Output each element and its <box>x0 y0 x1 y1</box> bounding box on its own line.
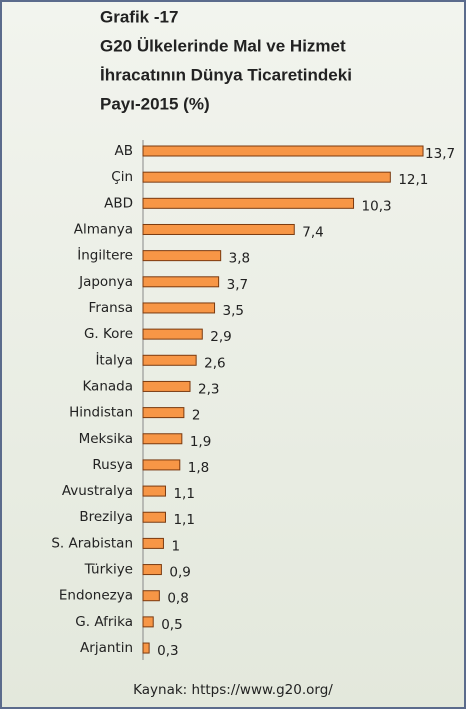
value-label: 1,9 <box>190 434 211 450</box>
category-label: AB <box>115 143 134 159</box>
bar <box>142 276 220 288</box>
category-label: Japonya <box>78 274 133 290</box>
chart-title: Payı-2015 (%) <box>100 94 210 113</box>
source: Kaynak: https://www.g20.org/ <box>133 682 333 698</box>
category-label: Arjantin <box>80 640 133 656</box>
bar <box>142 328 203 340</box>
value-label: 1 <box>171 538 180 554</box>
bar <box>142 302 216 314</box>
category-label: S. Arabistan <box>51 535 133 551</box>
value-label: 7,4 <box>302 224 323 240</box>
bar <box>142 171 391 183</box>
chart-title: Grafik -17 <box>100 7 178 26</box>
value-label: 0,3 <box>157 643 178 659</box>
value-label: 12,1 <box>398 172 428 188</box>
chart-title: G20 Ülkelerinde Mal ve Hizmet <box>100 36 346 55</box>
bar <box>142 250 222 262</box>
category-label: İtalya <box>95 350 133 368</box>
category-label: G. Kore <box>84 326 133 342</box>
value-label: 3,7 <box>227 277 248 293</box>
value-label: 0,5 <box>161 617 182 633</box>
value-label: 1,1 <box>173 486 194 502</box>
value-label: 2 <box>192 408 201 424</box>
value-label: 2,3 <box>198 381 219 397</box>
category-label: İngiltere <box>77 246 133 264</box>
bar <box>142 616 154 628</box>
bar <box>142 354 197 366</box>
value-label: 10,3 <box>362 198 392 214</box>
chart-title: İhracatının Dünya Ticaretindeki <box>100 65 352 84</box>
bar <box>142 197 355 209</box>
category-label: Fransa <box>89 300 133 316</box>
value-label: 13,7 <box>425 146 455 162</box>
value-label: 1,1 <box>173 512 194 528</box>
category-label: Brezilya <box>79 509 133 525</box>
value-label: 0,9 <box>169 565 190 581</box>
bar <box>142 564 162 576</box>
bar <box>142 145 424 157</box>
category-label: G. Afrika <box>75 614 133 630</box>
bar <box>142 590 160 602</box>
value-label: 2,6 <box>204 355 225 371</box>
category-label: Almanya <box>74 221 133 237</box>
value-label: 1,8 <box>188 460 209 476</box>
category-label: Meksika <box>79 431 133 447</box>
value-label: 3,8 <box>229 251 250 267</box>
value-label: 3,5 <box>223 303 244 319</box>
category-label: Avustralya <box>62 483 133 499</box>
category-label: Rusya <box>92 457 133 473</box>
category-label: Endonezya <box>59 588 133 604</box>
bar <box>142 537 164 549</box>
bar <box>142 380 191 392</box>
category-label: Hindistan <box>69 405 133 421</box>
category-label: Kanada <box>82 378 133 394</box>
category-label: Türkiye <box>84 562 133 578</box>
bar <box>142 459 181 471</box>
bar <box>142 407 185 419</box>
category-label: Çin <box>111 169 133 185</box>
bar <box>142 511 166 523</box>
category-label: ABD <box>104 195 133 211</box>
value-label: 2,9 <box>210 329 231 345</box>
value-label: 0,8 <box>167 591 188 607</box>
bar <box>142 223 295 235</box>
bar <box>142 642 150 654</box>
bar <box>142 485 166 497</box>
bar <box>142 433 183 445</box>
